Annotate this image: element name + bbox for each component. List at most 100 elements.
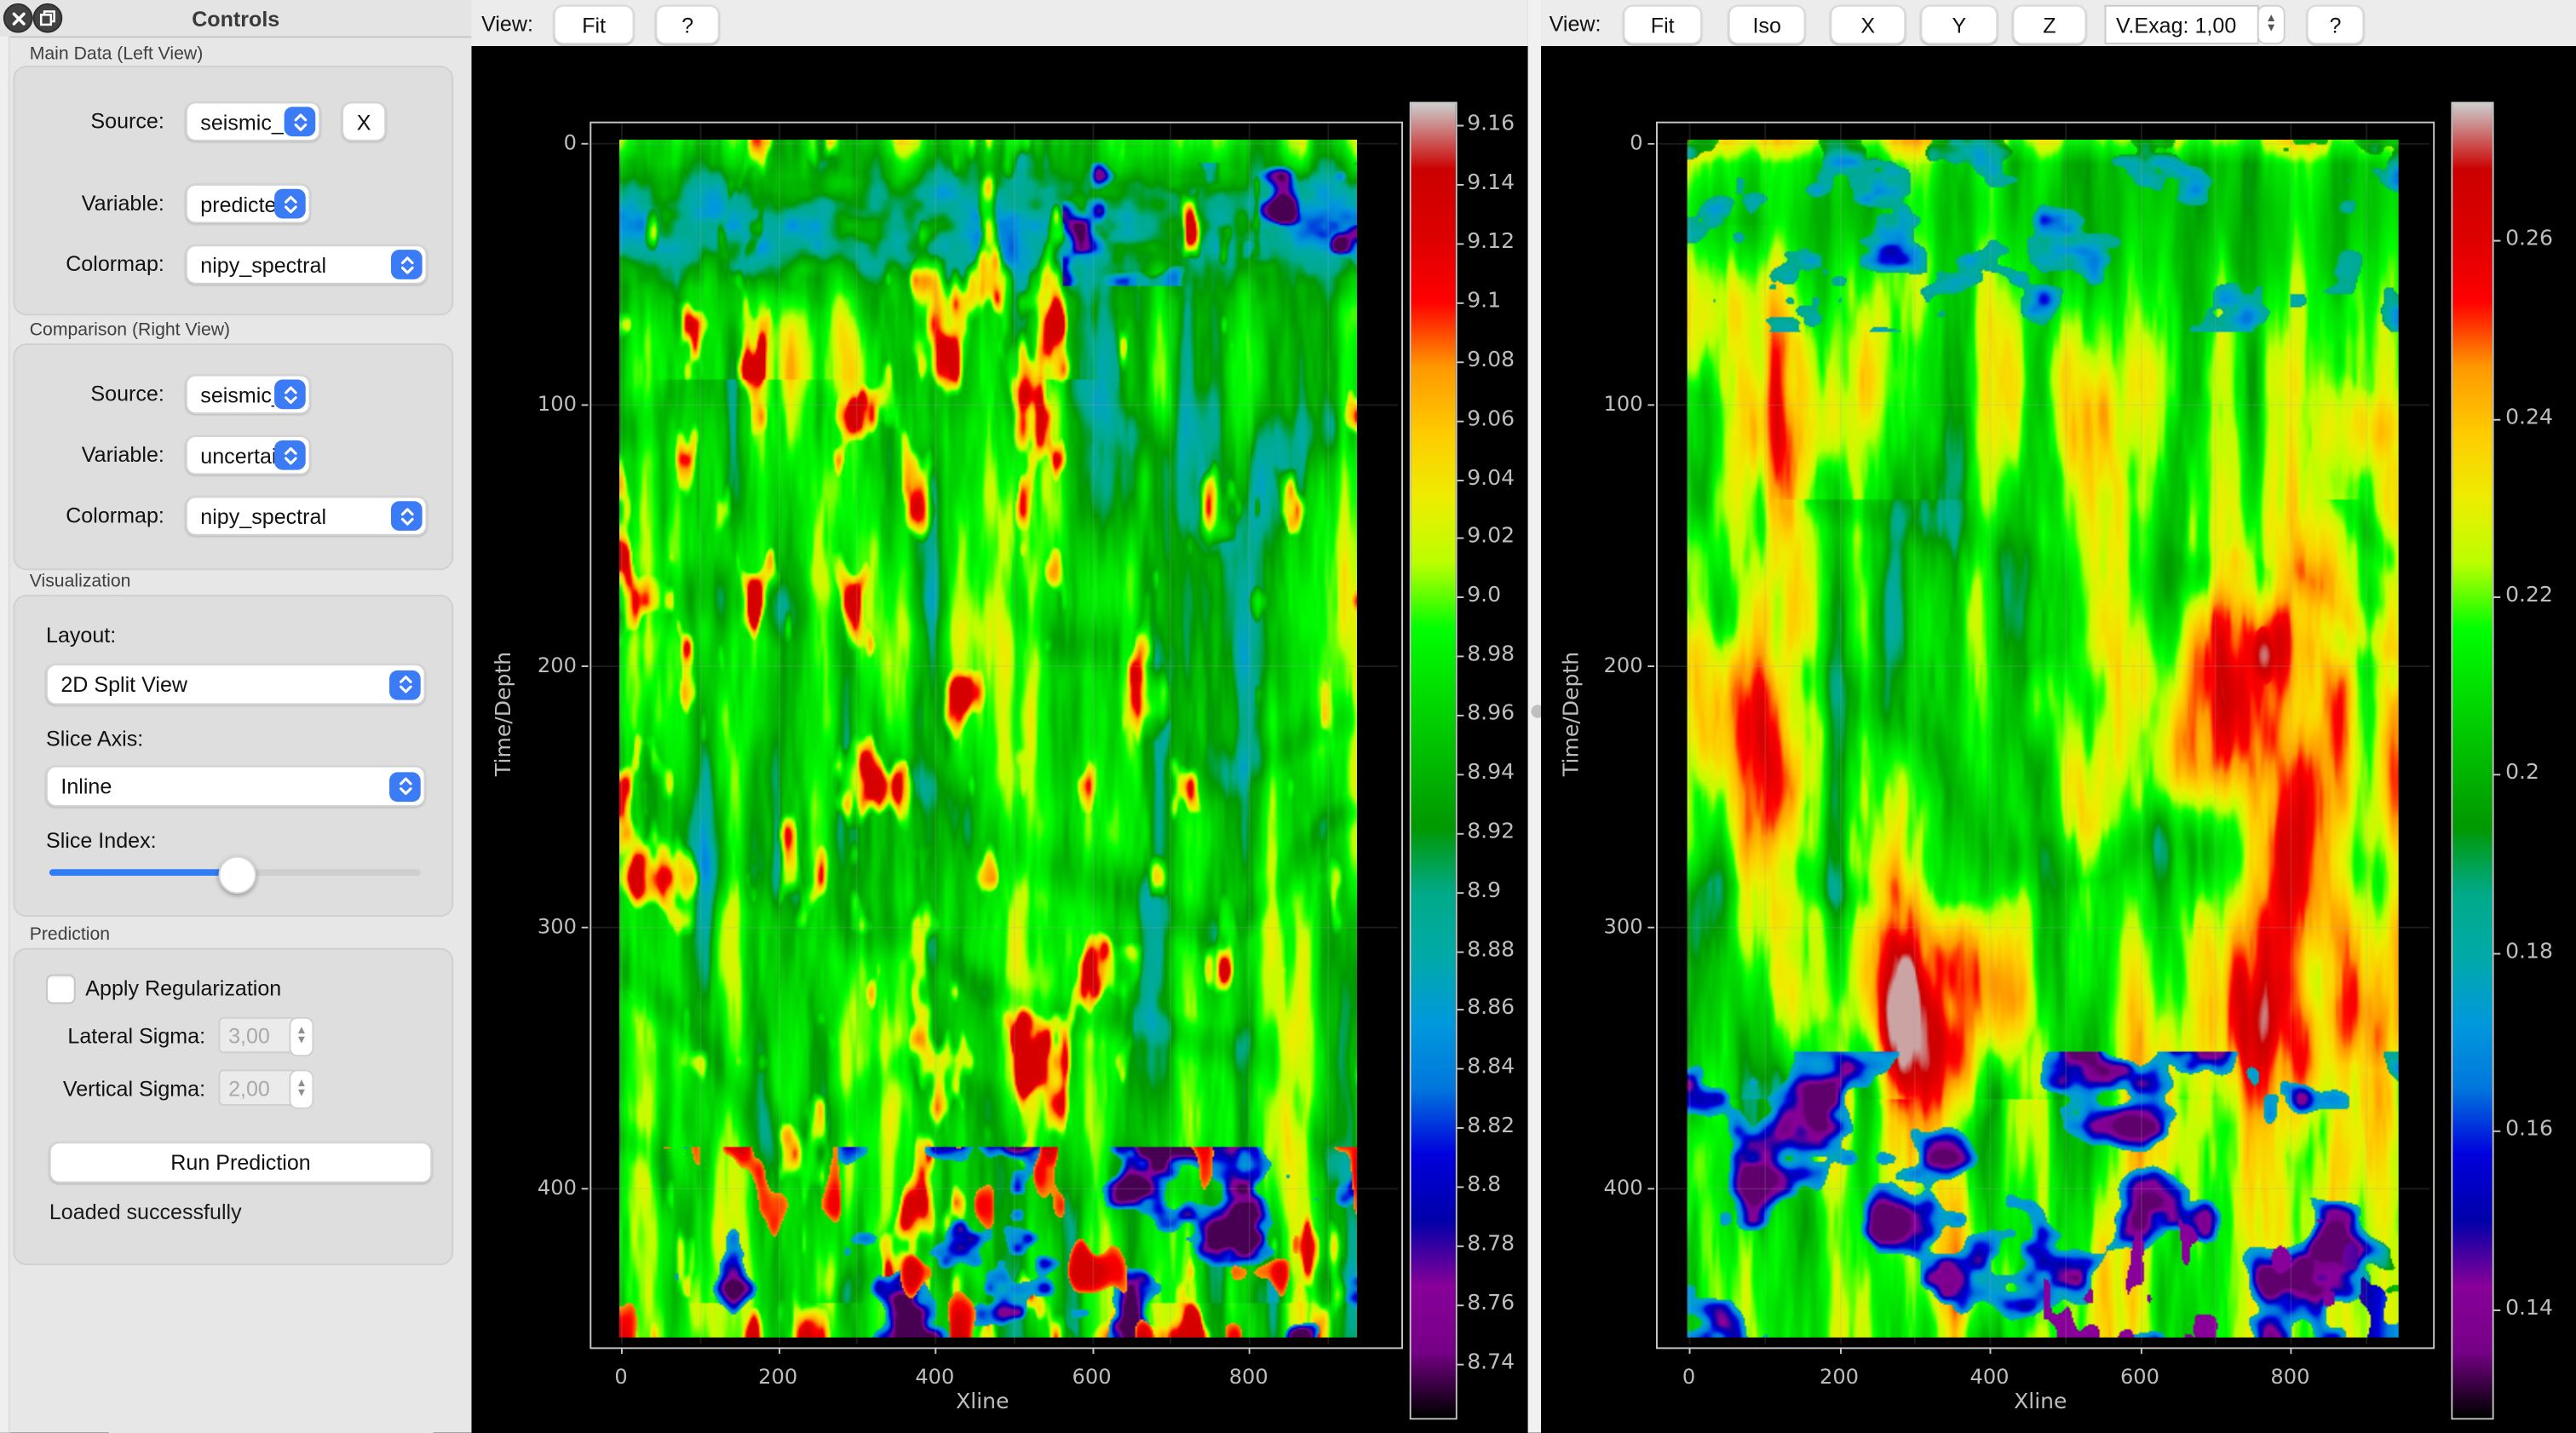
right-y-button[interactable]: Y xyxy=(1920,4,1998,45)
colorbar-tickmark xyxy=(1457,596,1464,599)
colorbar-tick-label: 0.14 xyxy=(2505,1296,2553,1321)
vexag-spinbox[interactable]: V.Exag: 1,00 xyxy=(2104,4,2259,45)
y-tick-label: 0 xyxy=(563,129,577,155)
stepper-down-icon: ▼ xyxy=(296,1034,308,1047)
x-tick-label: 0 xyxy=(1682,1363,1696,1389)
x-tick-label: 800 xyxy=(1228,1363,1268,1389)
left-colorbar xyxy=(1409,101,1458,1420)
close-window-icon[interactable] xyxy=(3,3,33,33)
layout-select[interactable]: 2D Split View xyxy=(45,664,426,705)
right-heatmap-image[interactable] xyxy=(1687,139,2399,1338)
colorbar-tickmark xyxy=(1457,1186,1464,1188)
main-source-select[interactable]: seismic_ xyxy=(185,101,321,141)
x-tickmark xyxy=(778,1347,780,1355)
colorbar-tick-label: 8.84 xyxy=(1467,1055,1515,1080)
right-yaxis-label: Time/Depth xyxy=(1560,651,1585,777)
main-source-label: Source: xyxy=(90,108,164,134)
layout-label: Layout: xyxy=(45,622,117,647)
stepper-down-icon: ▼ xyxy=(296,1087,308,1100)
y-tickmark xyxy=(1647,665,1655,667)
vertical-sigma-stepper[interactable]: ▲ ▼ xyxy=(289,1069,314,1109)
left-view-label: View: xyxy=(481,11,533,37)
colorbar-tick-label: 8.98 xyxy=(1467,642,1515,668)
plot-gridline xyxy=(1914,123,1917,1344)
y-tickmark xyxy=(1647,926,1655,929)
plot-gridline xyxy=(934,123,937,1344)
plot-gridline xyxy=(778,123,780,1344)
lateral-sigma-field[interactable]: 3,00 xyxy=(218,1016,296,1054)
cmp-source-select[interactable]: seismic_ xyxy=(185,374,311,414)
plot-gridline xyxy=(1657,404,2430,406)
popup-arrows-icon xyxy=(390,501,423,531)
popup-arrows-icon xyxy=(284,106,316,137)
plot-gridline xyxy=(591,1188,1399,1190)
clear-source-button[interactable]: X xyxy=(342,101,387,141)
y-tickmark xyxy=(1647,404,1655,406)
section-label-main-data: Main Data (Left View) xyxy=(29,44,204,65)
plot-gridline xyxy=(591,665,1399,667)
x-tick-label: 800 xyxy=(2270,1363,2310,1389)
x-tick-label: 400 xyxy=(1969,1363,2010,1389)
y-tick-label: 400 xyxy=(537,1174,577,1200)
cmp-variable-select[interactable]: uncertai xyxy=(185,435,311,475)
right-plot-frame xyxy=(1655,121,2435,1350)
plot-gridline xyxy=(699,123,702,1344)
plot-gridline xyxy=(1839,123,1841,1344)
colorbar-tickmark xyxy=(2493,1131,2501,1133)
plot-gridline xyxy=(1170,123,1172,1344)
left-fit-button[interactable]: Fit xyxy=(553,4,635,45)
x-tickmark xyxy=(1989,1347,1992,1355)
colorbar-tickmark xyxy=(1457,125,1464,128)
x-tick-label: 0 xyxy=(614,1363,628,1389)
x-tickmark xyxy=(2290,1347,2292,1355)
right-x-button[interactable]: X xyxy=(1830,4,1906,45)
popup-arrows-icon xyxy=(389,771,421,802)
colorbar-tickmark xyxy=(1457,1245,1464,1247)
colorbar-tick-label: 9.02 xyxy=(1467,525,1515,550)
right-z-button[interactable]: Z xyxy=(2012,4,2087,45)
apply-regularization-checkbox[interactable] xyxy=(45,974,76,1004)
right-iso-button[interactable]: Iso xyxy=(1728,4,1806,45)
slice-index-slider-fill xyxy=(49,869,235,876)
colorbar-tick-label: 0.22 xyxy=(2505,583,2553,608)
x-tick-label: 200 xyxy=(758,1363,798,1389)
colorbar-tick-label: 8.9 xyxy=(1467,878,1502,904)
colorbar-tickmark xyxy=(1457,950,1464,952)
plot-gridline xyxy=(2064,123,2067,1344)
cmp-colormap-label: Colormap: xyxy=(66,503,164,528)
pane-splitter[interactable] xyxy=(1527,0,1544,1433)
y-tickmark xyxy=(581,665,589,667)
run-prediction-button[interactable]: Run Prediction xyxy=(49,1142,433,1183)
x-tickmark xyxy=(1839,1347,1841,1355)
slice-index-slider-thumb[interactable] xyxy=(218,855,256,895)
vertical-sigma-label: Vertical Sigma: xyxy=(62,1076,206,1102)
colorbar-tick-label: 9.12 xyxy=(1467,230,1515,256)
x-tick-label: 600 xyxy=(2119,1363,2159,1389)
cmp-colormap-select[interactable]: nipy_spectral xyxy=(185,496,428,536)
colorbar-tick-label: 8.92 xyxy=(1467,820,1515,844)
restore-window-icon[interactable] xyxy=(32,3,63,33)
y-tickmark xyxy=(581,142,589,145)
x-tickmark xyxy=(934,1347,937,1355)
vertical-sigma-field[interactable]: 2,00 xyxy=(218,1069,296,1106)
colorbar-tick-label: 9.16 xyxy=(1467,112,1515,137)
slice-axis-select[interactable]: Inline xyxy=(45,765,426,807)
right-help-button[interactable]: ? xyxy=(2306,4,2365,45)
main-colormap-select[interactable]: nipy_spectral xyxy=(185,245,428,285)
stepper-down-icon: ▼ xyxy=(2265,22,2277,35)
colorbar-tick-label: 8.78 xyxy=(1467,1232,1515,1257)
vexag-stepper[interactable]: ▲ ▼ xyxy=(2257,4,2286,45)
plot-gridline xyxy=(1657,926,2430,929)
lateral-sigma-stepper[interactable]: ▲ ▼ xyxy=(289,1016,314,1057)
right-fit-button[interactable]: Fit xyxy=(1623,4,1702,45)
right-view-label: View: xyxy=(1549,11,1601,37)
colorbar-tickmark xyxy=(1457,479,1464,481)
y-tickmark xyxy=(581,404,589,406)
y-tick-label: 200 xyxy=(537,652,577,677)
plot-gridline xyxy=(2365,123,2367,1344)
left-help-button[interactable]: ? xyxy=(655,4,720,45)
plot-gridline xyxy=(1248,123,1251,1344)
main-variable-select[interactable]: predicte xyxy=(185,183,311,224)
colorbar-tickmark xyxy=(1457,891,1464,894)
left-heatmap-image[interactable] xyxy=(619,139,1357,1338)
